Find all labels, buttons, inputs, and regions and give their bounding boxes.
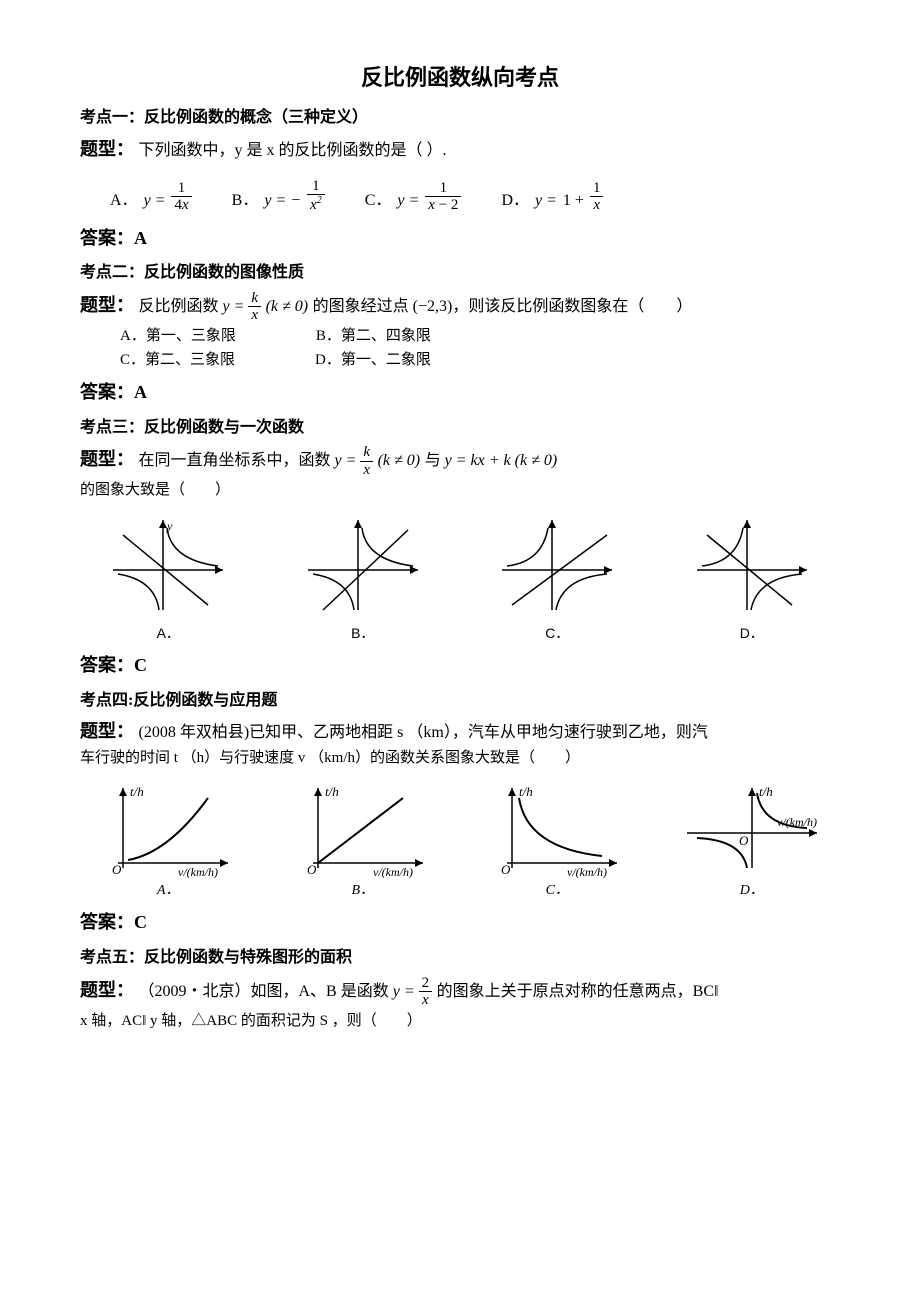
graph-d-label: D． xyxy=(664,622,841,644)
section1-answer: 答案：A xyxy=(80,224,840,253)
graph4-d-label: D． xyxy=(664,880,841,902)
svg-text:v/(km/h): v/(km/h) xyxy=(567,865,607,878)
section4-answer: 答案：C xyxy=(80,908,840,937)
section4-graphs: t/h O v/(km/h) A． t/h O v/(km/h) B． t/h … xyxy=(80,778,840,902)
page-title: 反比例函数纵向考点 xyxy=(80,60,840,95)
option-b: B． y = − 1x2 xyxy=(232,178,325,214)
section2-question: 题型： 反比例函数 y = kx (k ≠ 0) 的图象经过点 (−2,3)，则… xyxy=(80,290,840,324)
svg-text:v/(km/h): v/(km/h) xyxy=(178,865,218,878)
section5-question: 题型： （2009・北京）如图，A、B 是函数 y = 2x 的图象上关于原点对… xyxy=(80,975,840,1009)
graph-a-label: A． xyxy=(80,622,257,644)
section1-question: 题型： 下列函数中，y 是 x 的反比例函数的是（ ）. xyxy=(80,135,840,164)
section5-heading: 考点五：反比例函数与特殊图形的面积 xyxy=(80,945,840,971)
graph-c: C． xyxy=(469,510,646,644)
svg-text:t/h: t/h xyxy=(519,784,533,799)
graph4-b: t/h O v/(km/h) B． xyxy=(275,778,452,902)
tixing-label: 题型： xyxy=(80,721,134,741)
opt-c: C．第二、三象限 xyxy=(120,348,235,372)
q-line2: 车行驶的时间 t （h）与行驶速度 v （km/h）的函数关系图象大致是（ ） xyxy=(80,746,840,770)
graph-b: B． xyxy=(275,510,452,644)
section5-tail: x 轴，AC‖ y 轴，△ABC 的面积记为 S ，则（ ） xyxy=(80,1009,840,1033)
svg-text:O: O xyxy=(739,833,749,848)
opt-b-label: B． xyxy=(232,188,259,214)
svg-text:O: O xyxy=(307,862,317,877)
section2-answer: 答案：A xyxy=(80,378,840,407)
opt-c-label: C． xyxy=(365,188,392,214)
graph-a: y A． xyxy=(80,510,257,644)
graph4-a: t/h O v/(km/h) A． xyxy=(80,778,257,902)
q-pre: 反比例函数 xyxy=(139,298,223,315)
tixing-label: 题型： xyxy=(80,295,134,315)
section3-heading: 考点三：反比例函数与一次函数 xyxy=(80,415,840,441)
opt-b: B．第二、四象限 xyxy=(316,324,431,348)
section3-tail: 的图象大致是（ ） xyxy=(80,478,840,502)
opt-d: D．第一、二象限 xyxy=(315,348,431,372)
section4-heading: 考点四:反比例函数与应用题 xyxy=(80,688,840,714)
opt-a: A．第一、三象限 xyxy=(120,324,236,348)
question-text: 下列函数中，y 是 x 的反比例函数的是（ ）. xyxy=(139,142,447,159)
q-line1: (2008 年双柏县)已知甲、乙两地相距 s （km），汽车从甲地匀速行驶到乙地… xyxy=(139,724,708,741)
opt-a-label: A． xyxy=(110,188,138,214)
tixing-label: 题型： xyxy=(80,980,134,1000)
graph-c-label: C． xyxy=(469,622,646,644)
q-mid: 的图象经过点 (−2,3)，则该反比例函数图象在（ ） xyxy=(313,298,693,315)
svg-text:O: O xyxy=(112,862,122,877)
q-pre: 在同一直角坐标系中，函数 xyxy=(139,452,335,469)
svg-text:t/h: t/h xyxy=(759,784,773,799)
tixing-label: 题型： xyxy=(80,139,134,159)
graph4-a-label: A． xyxy=(80,880,257,902)
graph4-c-label: C． xyxy=(469,880,646,902)
graph-d: D． xyxy=(664,510,841,644)
section2-options: A．第一、三象限 B．第二、四象限 C．第二、三象限 D．第一、二象限 xyxy=(120,324,840,372)
option-d: D． y = 1 + 1x xyxy=(501,180,603,214)
section3-graphs: y A． B． C． xyxy=(80,510,840,644)
section3-answer: 答案：C xyxy=(80,651,840,680)
q-post: 的图象上关于原点对称的任意两点，BC‖ xyxy=(437,983,719,1000)
q-pre: （2009・北京）如图，A、B 是函数 xyxy=(139,983,393,1000)
section4-question: 题型： (2008 年双柏县)已知甲、乙两地相距 s （km），汽车从甲地匀速行… xyxy=(80,717,840,746)
tixing-label: 题型： xyxy=(80,449,134,469)
section1-options: A． y = 14x B． y = − 1x2 C． y = 1x − 2 D．… xyxy=(110,178,840,214)
option-c: C． y = 1x − 2 xyxy=(365,180,462,214)
section1-heading: 考点一：反比例函数的概念（三种定义） xyxy=(80,105,840,131)
section2-heading: 考点二：反比例函数的图像性质 xyxy=(80,260,840,286)
svg-text:O: O xyxy=(501,862,511,877)
q-mid: 与 xyxy=(425,452,445,469)
option-a: A． y = 14x xyxy=(110,180,192,214)
graph4-c: t/h O v/(km/h) C． xyxy=(469,778,646,902)
graph4-d: t/h O v/(km/h) D． xyxy=(664,778,841,902)
svg-text:t/h: t/h xyxy=(325,784,339,799)
graph-b-label: B． xyxy=(275,622,452,644)
opt-d-label: D． xyxy=(501,188,529,214)
svg-text:t/h: t/h xyxy=(130,784,144,799)
graph4-b-label: B． xyxy=(275,880,452,902)
section3-question: 题型： 在同一直角坐标系中，函数 y = kx (k ≠ 0) 与 y = kx… xyxy=(80,444,840,478)
svg-text:v/(km/h): v/(km/h) xyxy=(373,865,413,878)
